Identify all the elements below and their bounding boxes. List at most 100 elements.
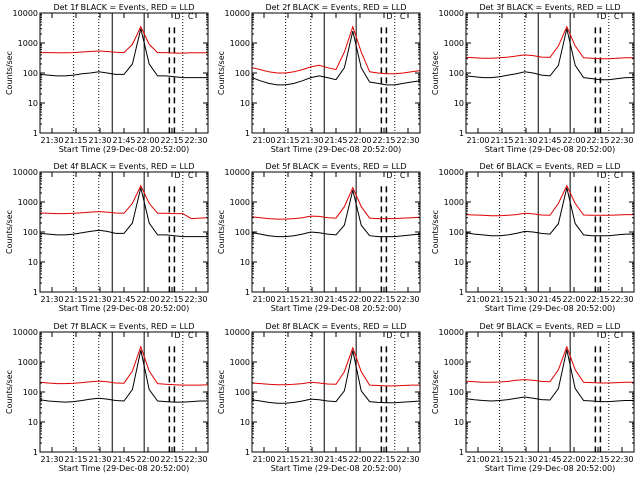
x-tick-label: 22:00 (136, 295, 159, 304)
y-tick-label: 100 (449, 69, 464, 78)
x-axis-label: Start Time (29-Dec-08 20:52:00) (59, 464, 190, 473)
x-axis-label: Start Time (29-Dec-08 20:52:00) (271, 145, 402, 154)
y-tick-label: 10 (28, 418, 38, 427)
x-tick-label: 22:15 (160, 455, 183, 464)
x-tick-label: 22:15 (160, 136, 183, 145)
series-line-lld (465, 184, 634, 217)
x-tick-label: 22:30 (396, 455, 419, 464)
x-tick-label: 21:30 (88, 295, 111, 304)
x-axis-label: Start Time (29-Dec-08 20:52:00) (59, 304, 190, 313)
y-tick-label: 1000 (444, 39, 464, 48)
y-tick-label: 10 (454, 99, 464, 108)
x-tick-label: 22:15 (372, 295, 395, 304)
x-tick-label: 21:30 (300, 455, 323, 464)
y-tick-label: 1 (33, 288, 38, 297)
y-tick-label: 10000 (13, 9, 38, 18)
x-tick-label: 21:30 (40, 136, 63, 145)
x-tick-label: 21:45 (538, 295, 561, 304)
y-tick-label: 1000 (18, 39, 38, 48)
y-tick-label: 100 (449, 228, 464, 237)
x-tick-label: 22:15 (372, 455, 395, 464)
y-axis-label: Counts/sec (217, 210, 226, 254)
y-tick-label: 1000 (230, 39, 250, 48)
series-line-lld (465, 345, 634, 384)
flag-letter: D (386, 331, 392, 340)
x-axis-label: Start Time (29-Dec-08 20:52:00) (271, 464, 402, 473)
y-tick-label: 10 (454, 418, 464, 427)
x-tick-label: 21:15 (64, 136, 87, 145)
flag-letter: C (188, 171, 194, 180)
x-tick-label: 22:00 (348, 455, 371, 464)
x-tick-label: 21:15 (490, 136, 513, 145)
x-tick-label: 21:45 (538, 136, 561, 145)
y-tick-label: 1 (245, 288, 250, 297)
x-tick-label: 21:00 (252, 295, 275, 304)
x-tick-label: 21:15 (490, 295, 513, 304)
y-tick-label: 10000 (225, 9, 250, 18)
y-axis-label: Counts/sec (5, 210, 14, 254)
y-tick-label: 10 (454, 258, 464, 267)
y-tick-label: 1000 (18, 358, 38, 367)
x-tick-label: 21:30 (88, 136, 111, 145)
y-axis-label: Counts/sec (431, 370, 440, 414)
x-tick-label: 22:30 (184, 455, 207, 464)
flag-letter: D (600, 171, 606, 180)
y-tick-label: 10 (240, 99, 250, 108)
x-tick-label: 22:15 (586, 136, 609, 145)
panel-title: Det 8f BLACK = Events, RED = LLD (265, 322, 406, 331)
y-tick-label: 1 (245, 448, 250, 457)
y-tick-label: 1 (33, 129, 38, 138)
y-tick-label: 100 (235, 388, 250, 397)
flag-letter: C (188, 331, 194, 340)
x-tick-label: 22:15 (160, 295, 183, 304)
x-tick-label: 22:30 (610, 136, 633, 145)
flag-letter: D (600, 12, 606, 21)
flag-letter: C (188, 12, 194, 21)
panel-title: Det 9f BLACK = Events, RED = LLD (479, 322, 620, 331)
x-tick-label: 22:00 (562, 136, 585, 145)
x-tick-label: 22:00 (562, 295, 585, 304)
x-tick-label: 21:15 (64, 295, 87, 304)
x-axis-label: Start Time (29-Dec-08 20:52:00) (485, 145, 616, 154)
x-tick-label: 22:30 (396, 136, 419, 145)
flag-letter: C (614, 12, 620, 21)
y-tick-label: 1000 (444, 198, 464, 207)
x-tick-label: 22:15 (372, 136, 395, 145)
x-tick-label: 22:00 (348, 295, 371, 304)
x-tick-label: 21:15 (276, 455, 299, 464)
y-tick-label: 100 (449, 388, 464, 397)
y-tick-label: 10000 (225, 168, 250, 177)
x-tick-label: 21:45 (324, 455, 347, 464)
x-tick-label: 22:00 (136, 455, 159, 464)
x-tick-label: 21:45 (112, 455, 135, 464)
y-axis-label: Counts/sec (217, 370, 226, 414)
y-tick-label: 10000 (439, 9, 464, 18)
x-tick-label: 21:15 (490, 455, 513, 464)
y-tick-label: 1000 (444, 358, 464, 367)
y-tick-label: 10 (28, 99, 38, 108)
series-line-lld (251, 346, 420, 387)
y-tick-label: 10000 (13, 168, 38, 177)
y-tick-label: 10 (240, 258, 250, 267)
panel-title: Det 7f BLACK = Events, RED = LLD (53, 322, 194, 331)
flag-letter: C (614, 171, 620, 180)
x-tick-label: 22:15 (586, 295, 609, 304)
series-line-lld (39, 345, 209, 386)
series-line-events (465, 28, 634, 81)
flag-letter: C (400, 331, 406, 340)
y-tick-label: 1 (459, 448, 464, 457)
x-tick-label: 22:30 (610, 295, 633, 304)
x-tick-label: 21:30 (40, 455, 63, 464)
series-line-lld (465, 25, 634, 60)
x-tick-label: 21:45 (538, 455, 561, 464)
x-tick-label: 21:30 (514, 455, 537, 464)
y-tick-label: 1000 (230, 198, 250, 207)
series-line-events (465, 187, 634, 237)
